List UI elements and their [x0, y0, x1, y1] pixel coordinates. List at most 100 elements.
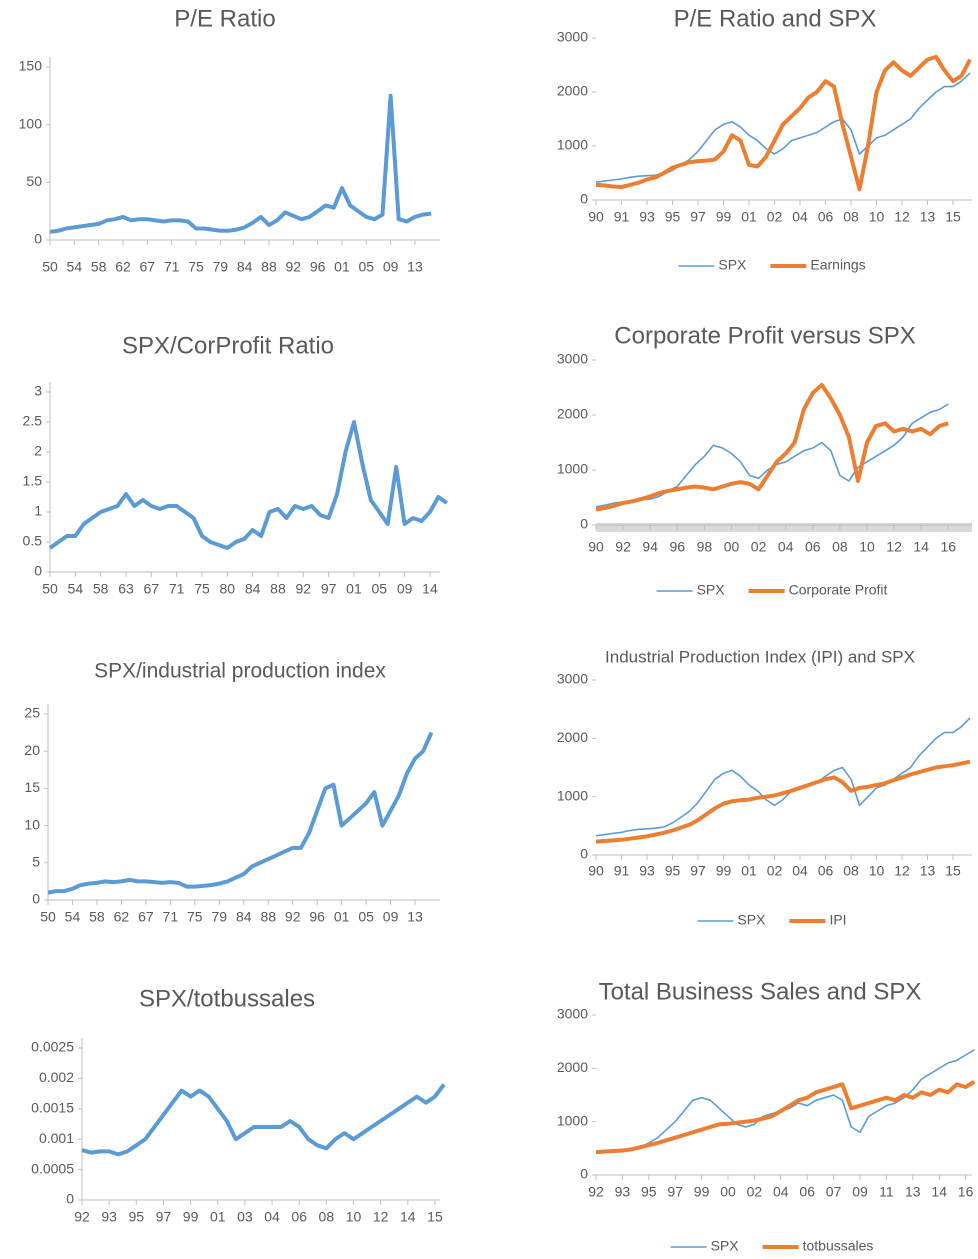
- y-tick-label: 3: [34, 383, 42, 399]
- y-tick-label: 0.5: [23, 533, 43, 549]
- x-tick-label: 10: [346, 1209, 362, 1225]
- y-tick-label: 0.0005: [31, 1160, 74, 1176]
- x-tick-label: 79: [212, 909, 228, 925]
- x-tick-label: 08: [319, 1209, 335, 1225]
- line-series: [49, 93, 432, 234]
- x-tick-label: 71: [164, 259, 180, 275]
- x-tick-label: 04: [778, 539, 794, 555]
- y-tick-label: 0: [580, 846, 588, 862]
- x-tick-label: 84: [236, 909, 252, 925]
- x-tick-label: 04: [264, 1209, 280, 1225]
- x-tick-label: 90: [588, 863, 604, 879]
- y-tick-label: 0.002: [39, 1069, 74, 1085]
- y-tick-label: 50: [26, 173, 42, 189]
- y-tick-label: 0: [34, 563, 42, 579]
- x-tick-label: 67: [144, 581, 160, 597]
- x-tick-label: 98: [697, 539, 713, 555]
- x-tick-label: 67: [140, 259, 156, 275]
- x-tick-label: 97: [321, 581, 337, 597]
- x-tick-label: 88: [261, 259, 277, 275]
- x-tick-label: 80: [220, 581, 236, 597]
- y-tick-label: 0.0015: [31, 1100, 74, 1116]
- x-tick-label: 04: [792, 863, 808, 879]
- line-series: [81, 1083, 446, 1157]
- legend-label: IPI: [829, 912, 846, 928]
- x-tick-label: 88: [260, 909, 276, 925]
- x-tick-label: 01: [346, 581, 362, 597]
- y-tick-label: 3000: [557, 351, 588, 367]
- x-tick-label: 16: [958, 1184, 974, 1200]
- x-tick-label: 75: [187, 909, 203, 925]
- x-tick-label: 02: [767, 863, 783, 879]
- chart-title: Corporate Profit versus SPX: [614, 322, 915, 349]
- x-tick-label: 62: [115, 259, 131, 275]
- x-tick-label: 54: [67, 259, 83, 275]
- x-tick-label: 95: [665, 863, 681, 879]
- x-tick-label: 14: [931, 1184, 947, 1200]
- x-tick-label: 58: [91, 259, 107, 275]
- y-tick-label: 5: [32, 854, 40, 870]
- y-tick-label: 0: [580, 1166, 588, 1182]
- x-tick-label: 91: [614, 863, 630, 879]
- legend-label: Corporate Profit: [789, 582, 888, 598]
- x-tick-label: 96: [670, 539, 686, 555]
- x-tick-label: 13: [905, 1184, 921, 1200]
- y-tick-label: 15: [24, 779, 40, 795]
- chart-title: SPX/totbussales: [139, 985, 315, 1012]
- x-tick-label: 54: [68, 581, 84, 597]
- x-tick-label: 97: [690, 863, 706, 879]
- x-tick-label: 14: [422, 581, 438, 597]
- chart-title: Total Business Sales and SPX: [599, 978, 922, 1005]
- line-series: [595, 1079, 976, 1155]
- x-tick-label: 11: [879, 1184, 894, 1200]
- x-tick-label: 01: [741, 209, 757, 225]
- y-tick-label: 25: [24, 705, 40, 721]
- x-tick-label: 16: [941, 539, 957, 555]
- y-tick-label: 1: [34, 503, 42, 519]
- x-tick-label: 05: [372, 581, 388, 597]
- x-tick-label: 97: [667, 1184, 683, 1200]
- x-tick-label: 06: [818, 209, 834, 225]
- x-tick-label: 90: [588, 209, 604, 225]
- x-tick-label: 15: [945, 863, 961, 879]
- x-tick-label: 15: [427, 1209, 443, 1225]
- x-tick-label: 12: [886, 539, 902, 555]
- y-tick-label: 0: [34, 231, 42, 247]
- x-tick-label: 08: [832, 539, 848, 555]
- x-tick-label: 10: [859, 539, 875, 555]
- y-tick-label: 1000: [557, 461, 588, 477]
- y-tick-label: 0.0025: [31, 1039, 74, 1055]
- x-tick-label: 99: [716, 209, 732, 225]
- y-tick-label: 3000: [557, 1006, 588, 1022]
- y-tick-label: 1.5: [23, 473, 43, 489]
- x-tick-label: 97: [156, 1209, 172, 1225]
- axis-band: [596, 523, 972, 532]
- x-tick-label: 04: [792, 209, 808, 225]
- legend-label: totbussales: [803, 1238, 874, 1254]
- x-tick-label: 09: [383, 259, 399, 275]
- x-tick-label: 08: [843, 863, 859, 879]
- x-tick-label: 10: [869, 863, 885, 879]
- x-tick-label: 58: [93, 581, 109, 597]
- y-tick-label: 1000: [557, 787, 588, 803]
- y-tick-label: 0: [580, 191, 588, 207]
- x-tick-label: 01: [334, 909, 350, 925]
- x-tick-label: 92: [296, 581, 312, 597]
- x-tick-label: 15: [945, 209, 961, 225]
- y-tick-label: 3000: [557, 671, 588, 687]
- x-tick-label: 03: [237, 1209, 253, 1225]
- line-series: [595, 717, 971, 837]
- x-tick-label: 10: [869, 209, 885, 225]
- x-tick-label: 92: [74, 1209, 90, 1225]
- chart-title: SPX/industrial production index: [94, 660, 386, 683]
- x-tick-label: 00: [720, 1184, 736, 1200]
- legend-label: SPX: [718, 257, 747, 273]
- x-tick-label: 95: [665, 209, 681, 225]
- x-tick-label: 92: [588, 1184, 604, 1200]
- x-tick-label: 95: [641, 1184, 657, 1200]
- y-tick-label: 2.5: [23, 413, 43, 429]
- y-tick-label: 2000: [557, 83, 588, 99]
- x-tick-label: 50: [42, 581, 58, 597]
- y-tick-label: 0.001: [39, 1130, 74, 1146]
- y-tick-label: 100: [19, 115, 43, 131]
